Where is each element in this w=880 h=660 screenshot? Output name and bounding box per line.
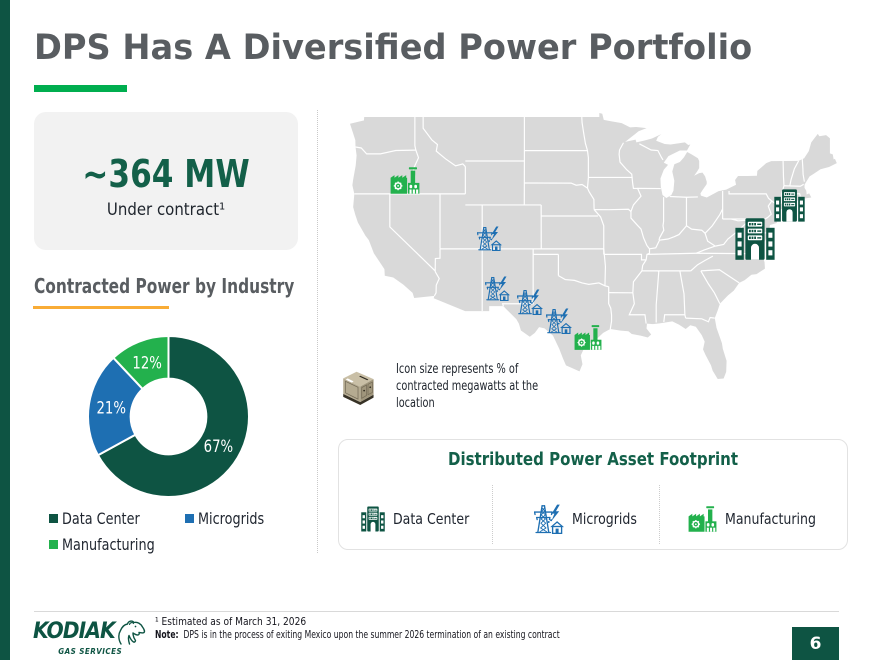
page-title: DPS Has A Diversified Power Portfolio [34,28,753,68]
kodiak-logo-wordmark: KODIAK [33,619,116,644]
industry-donut-chart: 67% 21% 12% [87,335,250,498]
kodiak-logo-row: KODIAK [33,620,155,646]
footnote-note-text: DPS is in the process of exiting Mexico … [183,629,560,641]
map-marker-data-center-virginia [735,218,775,260]
legend-item-manufacturing: Manufacturing [49,535,185,554]
footprint-item-label: Manufacturing [724,510,816,528]
legend-swatch-microgrids [185,514,194,523]
footnote-note: Note: DPS is in the process of exiting M… [155,629,560,642]
kodiak-bear-icon [118,620,145,645]
sidebar-accent-bar [0,0,10,660]
donut-slice-data-center [96,335,250,498]
footprint-legend-card: Distributed Power Asset Footprint Data C… [338,439,848,550]
map-marker-microgrids-central-texas [546,308,572,334]
footprint-item-manufacturing: Manufacturing [678,490,847,548]
footprint-divider-2 [659,485,660,544]
industry-heading-underline [33,306,169,309]
us-map [350,113,837,379]
footprint-item-label: Microgrids [571,510,637,528]
legend-label: Manufacturing [62,534,155,554]
page-number: 6 [809,633,822,654]
us-map-landmass [350,113,837,379]
legend-label: Microgrids [198,509,265,528]
icon-size-note: Icon size represents % of contracted meg… [396,362,539,411]
footer-divider [34,611,839,612]
footnote-estimated: ¹ Estimated as of March 31, 2026 [155,616,307,628]
generator-unit-icon [341,368,378,408]
donut-slice-microgrids [87,356,144,457]
footprint-item-microgrids: Microgrids [508,490,677,548]
footprint-item-data-center: Data Center [339,490,508,548]
map-marker-data-center-new-jersey [774,189,805,222]
microgrids-icon [534,504,564,534]
us-map-state-borders [354,117,805,330]
kodiak-logo: KODIAK GAS SERVICES [33,620,155,656]
legend-swatch-data-center [49,514,58,523]
footprint-legend-title: Distributed Power Asset Footprint [447,449,739,470]
contracted-mw-label: Under contract¹ [106,200,226,220]
map-marker-microgrids-colorado [477,226,502,251]
legend-swatch-manufacturing [49,539,58,549]
donut-label-data-center: 67% [204,437,234,457]
donut-label-microgrids: 21% [96,398,126,418]
donut-label-manufacturing: 12% [132,354,162,374]
map-marker-microgrids-west-texas [517,289,543,315]
donut-slice-manufacturing [112,335,170,390]
industry-section-heading: Contracted Power by Industry [34,274,295,298]
page-number-badge: 6 [792,627,839,660]
legend-label: Data Center [62,509,140,528]
title-underline [34,85,127,92]
footprint-items: Data Center Microgrids Manufacturing [339,490,847,548]
footprint-item-label: Data Center [392,510,469,528]
legend-item-microgrids: Microgrids [185,509,305,528]
footnotes: ¹ Estimated as of March 31, 2026 Note: D… [155,616,709,642]
footprint-divider-1 [492,485,493,544]
donut-chart-legend: Data Center Microgrids Manufacturing [49,509,305,554]
map-marker-manufacturing-texas-gulf-coast [574,325,602,350]
footnote-note-label: Note: [155,629,179,641]
data-center-icon [361,504,385,534]
legend-item-data-center: Data Center [49,509,185,528]
column-divider [317,110,318,553]
contracted-mw-card: ~364 MW Under contract¹ [34,112,298,250]
manufacturing-icon [688,506,717,532]
kodiak-logo-subtext: GAS SERVICES [58,647,123,656]
map-marker-manufacturing-oregon-idaho [390,167,420,194]
map-marker-microgrids-new-mexico [485,276,510,301]
contracted-mw-value: ~364 MW [82,152,250,196]
